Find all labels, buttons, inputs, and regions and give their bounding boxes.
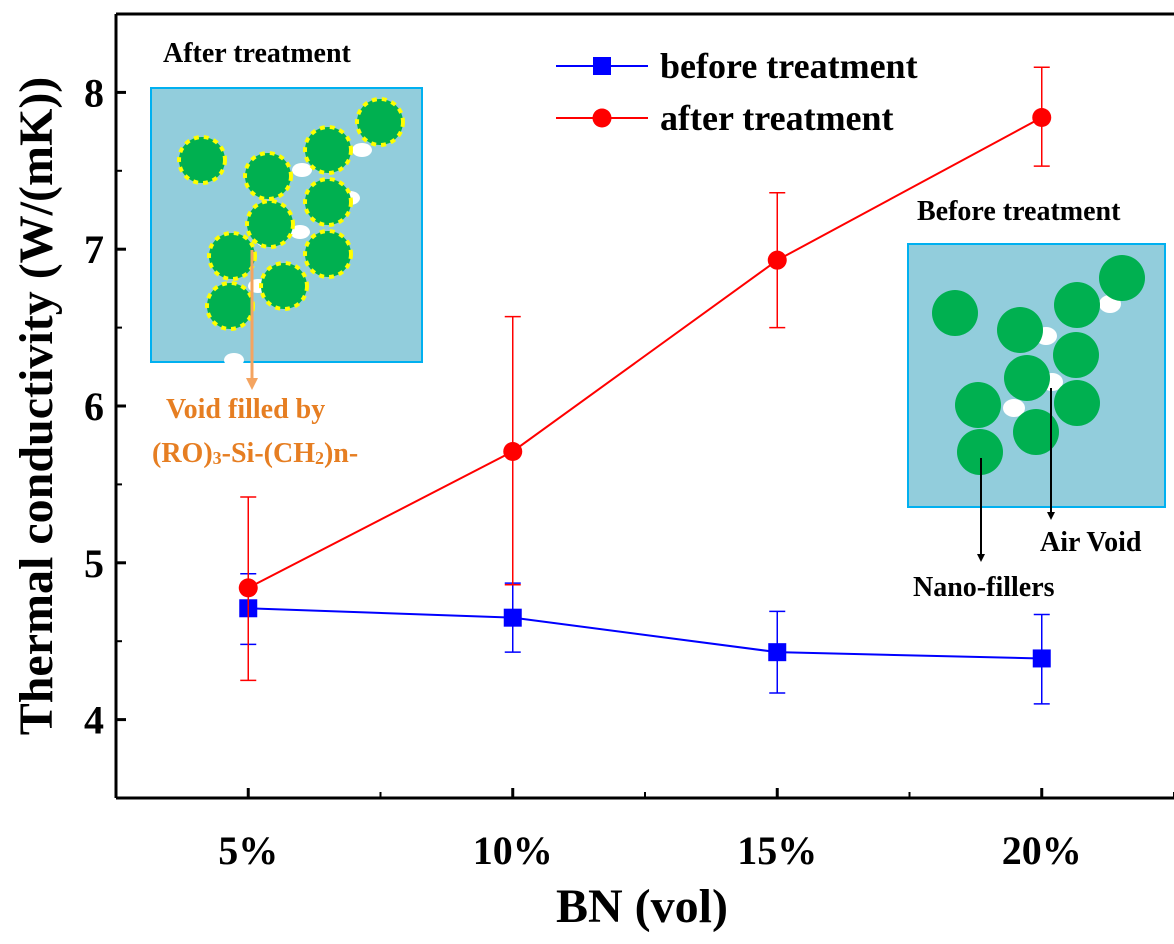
coated-particle: [303, 125, 353, 175]
void-white: [352, 143, 372, 157]
void-note-line2: (RO)3-Si-(CH2)n-: [152, 438, 358, 469]
nano-arrow-head: [977, 554, 985, 562]
nano-particle: [997, 307, 1043, 353]
before-particles: [932, 255, 1145, 475]
y-axis-title: Thermal conductivity (W/(mK)): [10, 77, 63, 736]
nano-particle: [1054, 282, 1100, 328]
series-before-treatment: [239, 573, 1051, 705]
legend-label: before treatment: [660, 46, 918, 86]
coated-particle: [177, 135, 227, 185]
nano-fillers-label: Nano-fillers: [913, 572, 1055, 603]
x-tick-label: 15%: [737, 828, 817, 873]
series-line: [247, 116, 1043, 589]
coated-particle: [303, 177, 353, 227]
air-void-label: Air Void: [1040, 527, 1142, 558]
coated-particle: [355, 97, 405, 147]
void-white: [224, 353, 244, 367]
after-particles: [177, 97, 405, 367]
nano-particle: [932, 290, 978, 336]
x-ticks: 5% 10% 15% 20%: [115, 788, 1174, 873]
series-line: [248, 607, 1042, 660]
series-layer: [238, 66, 1052, 705]
data-point: [503, 608, 522, 627]
void-white: [290, 225, 310, 239]
legend-item: before treatment: [556, 46, 918, 86]
data-point: [768, 643, 787, 662]
data-point: [767, 250, 787, 270]
legend-swatch-marker: [593, 57, 611, 75]
nano-particle: [1053, 332, 1099, 378]
coated-particle: [303, 229, 353, 279]
coated-particle: [245, 199, 295, 249]
y-tick-label: 7: [84, 227, 104, 272]
x-tick-label: 5%: [218, 828, 278, 873]
void-arrow-head: [246, 378, 258, 390]
data-point: [1032, 649, 1051, 668]
void-white: [1003, 399, 1025, 417]
x-tick-label: 10%: [473, 828, 553, 873]
y-tick-label: 6: [84, 384, 104, 429]
nano-particle: [955, 382, 1001, 428]
void-white: [292, 163, 312, 177]
void-note-line1: Void filled by: [166, 394, 325, 425]
y-tick-label: 5: [84, 541, 104, 586]
inset-after-title: After treatment: [163, 38, 352, 69]
nano-particle: [957, 429, 1003, 475]
inset-before-title: Before treatment: [917, 196, 1121, 227]
legend-item: after treatment: [556, 98, 894, 138]
coated-particle: [205, 281, 255, 331]
legend-label: after treatment: [660, 98, 894, 138]
y-tick-label: 4: [84, 698, 104, 743]
y-tick-label: 8: [84, 70, 104, 115]
legend: before treatment after treatment: [556, 46, 918, 138]
nano-particle: [1099, 255, 1145, 301]
y-ticks: 4 5 6 7 8: [84, 13, 126, 799]
coated-particle: [243, 151, 293, 201]
nano-particle: [1013, 409, 1059, 455]
x-axis-title: BN (vol): [556, 880, 728, 933]
data-point: [503, 441, 523, 461]
coated-particle: [259, 261, 309, 311]
series-after-treatment: [238, 66, 1052, 682]
air-arrow-head: [1047, 512, 1055, 520]
nano-particle: [1054, 380, 1100, 426]
data-point: [238, 578, 258, 598]
inset-before-treatment: Before treatment Air Void Nano-fillers: [907, 196, 1166, 603]
inset-after-treatment: After treatment Void filled by (RO)3-Si-…: [150, 38, 423, 469]
coated-particle: [207, 231, 257, 281]
x-tick-label: 20%: [1002, 828, 1082, 873]
nano-particle: [1004, 355, 1050, 401]
data-point: [1032, 107, 1052, 127]
legend-swatch-marker: [592, 108, 612, 128]
